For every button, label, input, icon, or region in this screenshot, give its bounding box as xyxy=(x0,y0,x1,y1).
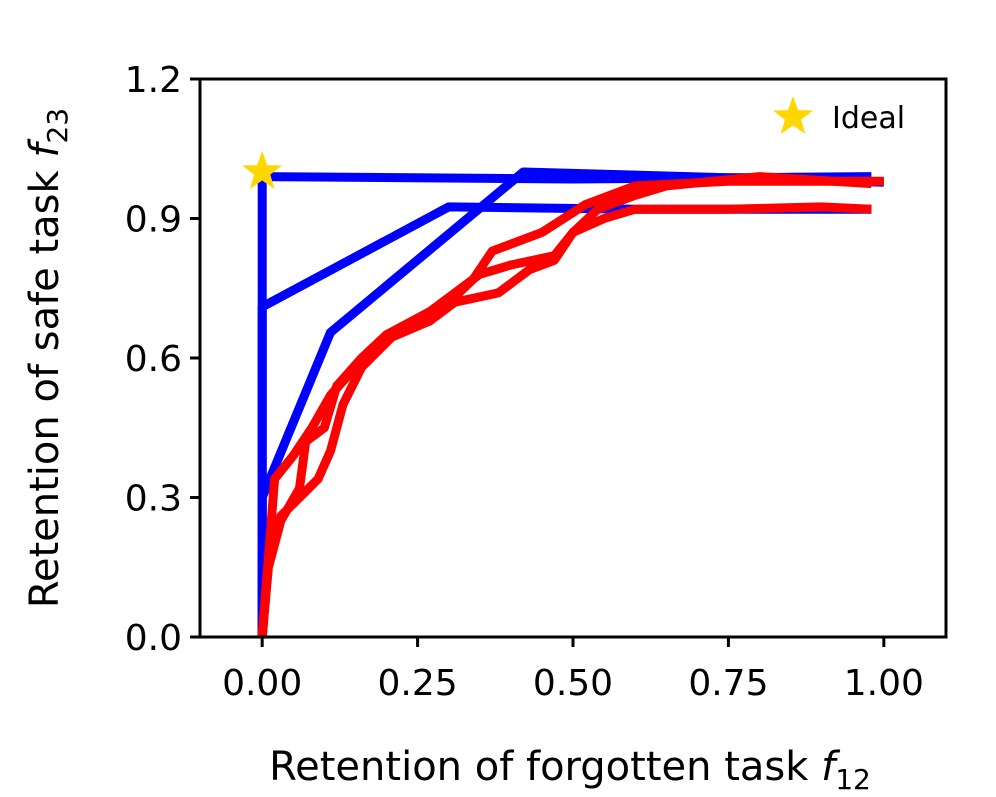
y-tick-label: 1.2 xyxy=(125,60,182,101)
y-tick-label: 0.0 xyxy=(125,618,182,659)
legend: Ideal xyxy=(773,96,905,136)
y-tick-label: 0.3 xyxy=(125,479,182,520)
y-axis-label-sub: 23 xyxy=(41,108,74,144)
ideal-layer xyxy=(242,151,283,189)
x-axis-label-sub: 12 xyxy=(835,763,871,796)
series-line-6 xyxy=(257,172,872,638)
y-tick-label: 0.6 xyxy=(125,339,182,380)
series-layer xyxy=(257,167,884,638)
x-tick-label: 0.00 xyxy=(222,663,302,704)
x-ticks: 0.00 0.25 0.50 0.75 1.00 xyxy=(222,637,924,704)
series-line-4 xyxy=(257,202,872,638)
legend-star-marker xyxy=(773,96,813,134)
ideal-star-marker xyxy=(242,151,283,189)
y-axis-label-text: Retention of safe task xyxy=(22,158,68,609)
x-axis-label-text: Retention of forgotten task xyxy=(269,744,821,790)
x-axis-label: Retention of forgotten task f12 xyxy=(269,744,871,796)
x-tick-label: 1.00 xyxy=(844,663,924,704)
y-tick-label: 0.9 xyxy=(125,200,182,241)
y-ticks: 0.0 0.3 0.6 0.9 1.2 xyxy=(125,60,200,659)
x-tick-label: 0.75 xyxy=(688,663,768,704)
legend-label: Ideal xyxy=(832,101,905,136)
y-axis-label: Retention of safe task f23 xyxy=(22,108,74,608)
x-tick-label: 0.50 xyxy=(533,663,613,704)
x-tick-label: 0.25 xyxy=(378,663,458,704)
series-line-3 xyxy=(257,167,884,637)
